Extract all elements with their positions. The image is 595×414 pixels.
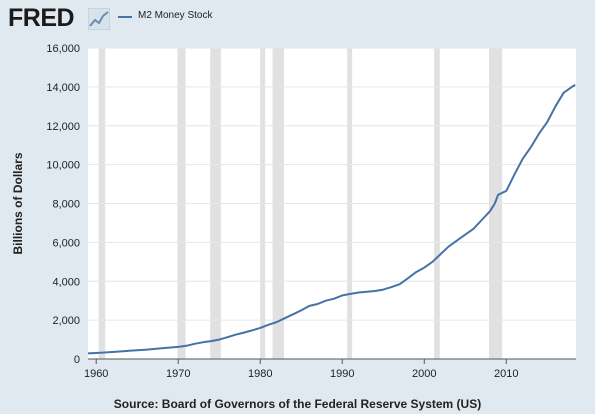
x-tick-label: 2000 — [412, 368, 436, 380]
y-tick-label: 2,000 — [52, 315, 80, 327]
header: FRED M2 Money Stock — [0, 0, 595, 36]
source-note: Source: Board of Governors of the Federa… — [113, 397, 482, 411]
line-graph-icon — [88, 8, 110, 30]
y-tick-label: 14,000 — [46, 82, 80, 94]
y-tick-label: 6,000 — [52, 237, 80, 249]
legend-label: M2 Money Stock — [138, 10, 213, 21]
y-tick-label: 10,000 — [46, 160, 80, 172]
y-tick-label: 0 — [74, 354, 80, 366]
x-tick-label: 1960 — [84, 368, 108, 380]
x-tick-label: 1990 — [330, 368, 354, 380]
grid-lines — [88, 47, 576, 321]
x-tick-label: 2010 — [494, 368, 518, 380]
y-tick-label: 12,000 — [46, 121, 80, 133]
y-tick-label: 4,000 — [52, 276, 80, 288]
x-axis-ticks: 1960 1970 1980 1990 2000 2010 — [84, 359, 519, 380]
m2-series-line — [87, 84, 576, 355]
legend-swatch — [118, 16, 132, 18]
x-tick-label: 1970 — [166, 368, 190, 380]
y-axis-ticks: 0 2,000 4,000 6,000 8,000 10,000 12,000 14,000 1… — [46, 43, 80, 366]
x-tick-label: 1980 — [248, 368, 272, 380]
y-axis-label: Billions of Dollars — [11, 152, 25, 254]
fred-logo[interactable]: FRED — [8, 4, 75, 32]
y-tick-label: 16,000 — [46, 43, 80, 55]
y-tick-label: 8,000 — [52, 199, 80, 211]
